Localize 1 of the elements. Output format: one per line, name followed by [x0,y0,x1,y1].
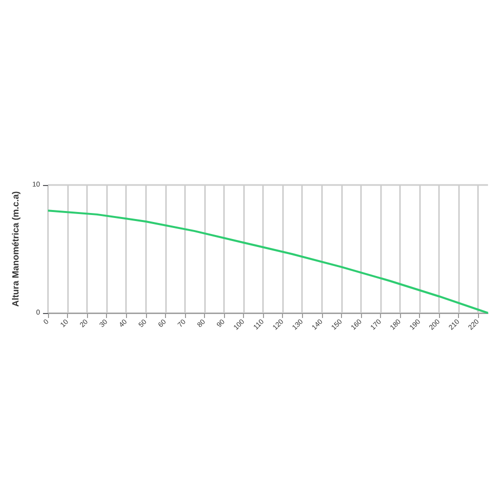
y-axis-title: Altura Manométrica (m.c.a) [10,191,20,307]
